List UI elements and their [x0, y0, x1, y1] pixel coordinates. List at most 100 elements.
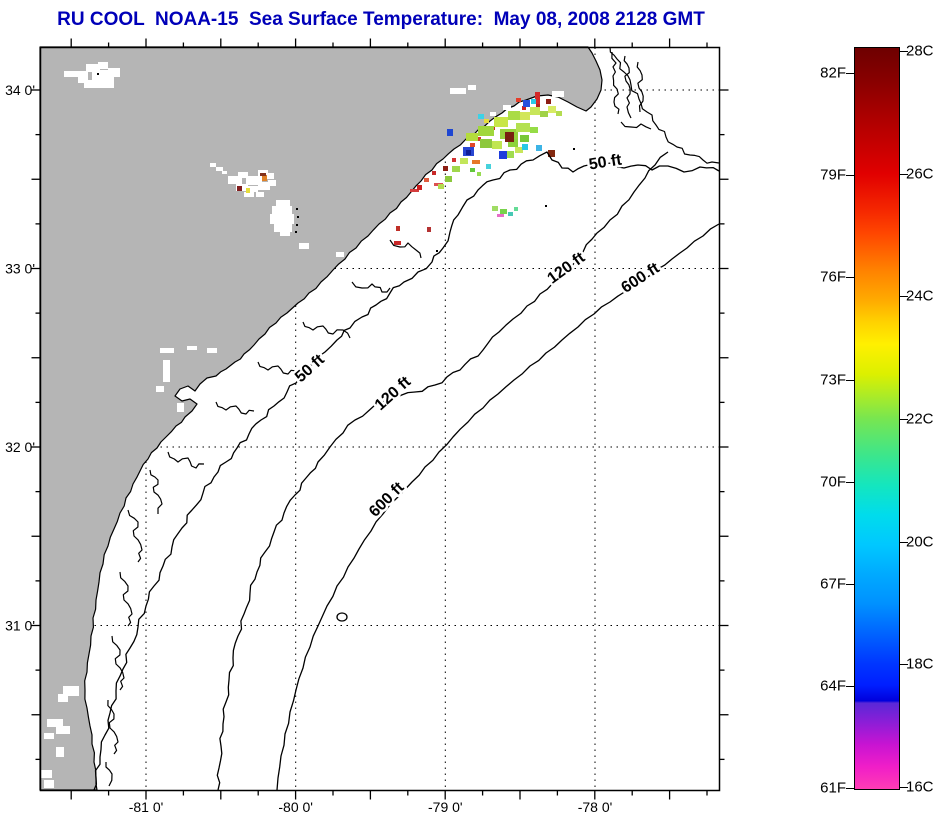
cloud-patch [552, 91, 564, 97]
map-speck [436, 250, 438, 252]
colorbar-tick-fahrenheit [846, 583, 854, 585]
sst-pixel [522, 144, 528, 150]
coastal-island [302, 321, 351, 339]
colorbar-tick-fahrenheit [846, 73, 854, 74]
cloud-patch [56, 747, 64, 757]
island-layer [105, 46, 720, 787]
depth-contour-120ft [216, 151, 669, 791]
page-title: RU COOL NOAA-15 Sea Surface Temperature:… [57, 9, 705, 30]
sst-pixel [466, 150, 471, 155]
cloud-patch [187, 346, 197, 350]
coastal-island [611, 51, 620, 115]
colorbar-tick-fahrenheit [846, 379, 854, 381]
cloud-patch [248, 186, 258, 192]
colorbar-label-celsius: 24C [906, 287, 934, 305]
colorbar-tick-celsius [900, 296, 908, 298]
sst-pixel [540, 111, 548, 117]
sst-pixel [443, 166, 448, 171]
cloud-patch [163, 360, 170, 382]
coastal-island [623, 55, 632, 119]
cloud-patch [268, 180, 276, 186]
sst-pixel [480, 139, 492, 148]
sst-pixel [492, 206, 498, 211]
coastal-island [119, 571, 133, 627]
map-speck [297, 216, 299, 218]
coastal-island [107, 699, 119, 755]
sst-pixel [260, 173, 266, 176]
coastal-island [620, 121, 652, 130]
sst-pixel [410, 189, 419, 192]
sst-pixel [505, 132, 514, 142]
cloud-patch [84, 80, 102, 88]
sst-pixel [514, 207, 518, 211]
sst-pixel [523, 100, 530, 107]
colorbar-label-fahrenheit: 79F [820, 166, 846, 184]
sst-pixel [546, 99, 551, 104]
sst-pixel [484, 119, 489, 123]
sst-pixel [492, 141, 502, 149]
cloud-patch [98, 62, 108, 69]
colorbar-tick-fahrenheit [846, 277, 854, 279]
coastal-island [257, 361, 297, 375]
sst-pixel [535, 92, 540, 104]
sst-pixel [536, 145, 542, 151]
colorbar-label-fahrenheit: 73F [820, 371, 846, 388]
sst-pixel [262, 175, 267, 181]
cloud-patch [238, 172, 248, 178]
sst-pixel [522, 106, 526, 110]
sst-pixel [548, 150, 555, 157]
colorbar-tick-fahrenheit [846, 788, 854, 790]
sst-pixel [516, 98, 521, 102]
colorbar-label-celsius: 22C [906, 410, 934, 428]
colorbar-tick-fahrenheit [846, 175, 854, 177]
x-axis-tick-label: -78 0' [578, 799, 613, 815]
cloud-patch [228, 176, 242, 184]
depth-contour-600ft [276, 223, 720, 791]
map-speck [296, 224, 298, 226]
sst-pixel [470, 143, 475, 147]
sst-pixel [508, 139, 518, 147]
coastal-island [636, 61, 644, 113]
eddy-ring [336, 612, 348, 622]
colorbar-label-fahrenheit: 82F [820, 64, 846, 82]
coastal-island [389, 239, 422, 259]
colorbar-label-fahrenheit: 64F [820, 677, 846, 695]
colorbar-label-fahrenheit: 61F [820, 779, 846, 797]
grid-layer [40, 47, 720, 791]
colorbar-label-fahrenheit: 76F [820, 268, 846, 286]
sst-pixel [494, 117, 508, 127]
sst-pixel [246, 188, 250, 193]
map-speck [296, 208, 298, 210]
depth-contour-50ft [93, 151, 720, 791]
colorbar-label-celsius: 26C [906, 165, 934, 183]
colorbar-tick-celsius [900, 664, 908, 666]
sst-pixel [472, 160, 480, 164]
cloud-patch [222, 171, 227, 174]
coastal-island [351, 281, 391, 293]
coastal-island [167, 451, 205, 469]
sst-pixel [432, 171, 436, 175]
sst-pixel [447, 129, 453, 136]
sst-pixel [530, 107, 540, 115]
sst-pixel [497, 214, 504, 217]
axis-label-layer: -81 0' -80 0' -79 0' -78 0' 34 0' 33 0' 32 0' 3… [5, 82, 612, 815]
cloud-patch [40, 770, 52, 778]
sst-pixel [516, 123, 530, 132]
sst-pixel [478, 126, 494, 136]
cloud-patch [64, 71, 88, 77]
cloud-patch [246, 176, 262, 185]
cloud-patch [299, 243, 309, 249]
cloud-patch [207, 348, 217, 353]
y-axis-tick-label: 32 0' [5, 439, 35, 455]
colorbar-label-fahrenheit: 70F [820, 473, 846, 491]
cloud-patch [210, 163, 216, 167]
cloud-patch [276, 200, 290, 208]
colorbar-label-celsius: 28C [906, 42, 934, 60]
cloud-patch [63, 686, 79, 696]
sst-pixel [470, 168, 475, 172]
coastal-island [111, 635, 125, 691]
sst-pixel [499, 151, 507, 159]
sst-pixel [460, 158, 468, 164]
x-axis-tick-label: -80 0' [278, 799, 313, 815]
